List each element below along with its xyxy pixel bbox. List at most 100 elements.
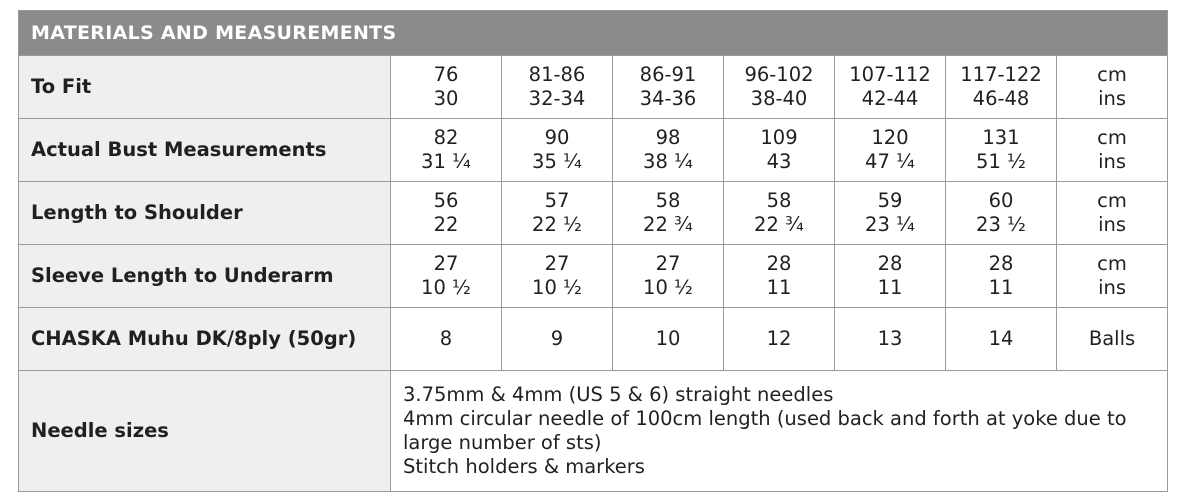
row-label: CHASKA Muhu DK/8ply (50gr) bbox=[18, 307, 391, 371]
cell-line: 109 bbox=[760, 126, 798, 149]
cell-line: 107-112 bbox=[849, 63, 931, 86]
size-cell: 96-102 38-40 bbox=[723, 55, 835, 119]
size-cell: 27 10 ½ bbox=[390, 244, 502, 308]
cell-line: 38-40 bbox=[750, 87, 808, 110]
cell-line: 57 bbox=[544, 189, 570, 212]
size-cell: 60 23 ½ bbox=[945, 181, 1057, 245]
size-cell: 86-91 34-36 bbox=[612, 55, 724, 119]
size-cell: 9 bbox=[501, 307, 613, 371]
cell-line: 22 ¾ bbox=[643, 213, 693, 236]
size-cell: 81-86 32-34 bbox=[501, 55, 613, 119]
size-cell: 131 51 ½ bbox=[945, 118, 1057, 182]
unit-cell: cm ins bbox=[1055, 118, 1169, 182]
cell-line: 27 bbox=[544, 252, 570, 275]
cell-line: 9 bbox=[550, 327, 564, 350]
size-cell: 12 bbox=[723, 307, 835, 371]
cell-line: 35 ¼ bbox=[532, 150, 582, 173]
cell-line: ins bbox=[1098, 213, 1126, 236]
cell-line: 10 ½ bbox=[421, 276, 471, 299]
cell-line: ins bbox=[1098, 276, 1126, 299]
unit-cell: cm ins bbox=[1055, 244, 1169, 308]
cell-line: 47 ¼ bbox=[865, 150, 915, 173]
size-cell: 14 bbox=[945, 307, 1057, 371]
cell-line: 131 bbox=[982, 126, 1020, 149]
cell-line: 13 bbox=[877, 327, 903, 350]
size-cell: 120 47 ¼ bbox=[834, 118, 946, 182]
size-cell: 8 bbox=[390, 307, 502, 371]
cell-line: 120 bbox=[871, 126, 909, 149]
size-cell: 56 22 bbox=[390, 181, 502, 245]
needle-list: 3.75mm & 4mm (US 5 & 6) straight needles… bbox=[389, 370, 1169, 492]
cell-line: 59 bbox=[877, 189, 903, 212]
cell-line: 31 ¼ bbox=[421, 150, 471, 173]
table-row: Length to Shoulder 56 22 57 22 ½ 58 22 ¾ 58 22 ¾… bbox=[18, 181, 1169, 245]
cell-line: 28 bbox=[766, 252, 792, 275]
size-cell: 57 22 ½ bbox=[501, 181, 613, 245]
table-row: To Fit 76 30 81-86 32-34 86-91 34-36 96-102 38-4… bbox=[18, 55, 1169, 119]
table-title: MATERIALS AND MEASUREMENTS bbox=[17, 10, 1169, 56]
cell-line: 4mm circular needle of 100cm length (use… bbox=[403, 407, 1127, 454]
cell-line: cm bbox=[1097, 126, 1127, 149]
row-label: Sleeve Length to Underarm bbox=[18, 244, 391, 308]
cell-line: 86-91 bbox=[639, 63, 697, 86]
size-cell: 27 10 ½ bbox=[612, 244, 724, 308]
cell-line: 27 bbox=[433, 252, 459, 275]
size-cell: 27 10 ½ bbox=[501, 244, 613, 308]
cell-line: 23 ½ bbox=[976, 213, 1026, 236]
cell-line: 90 bbox=[544, 126, 570, 149]
cell-line: Stitch holders & markers bbox=[403, 455, 645, 478]
size-cell: 28 11 bbox=[723, 244, 835, 308]
cell-line: 81-86 bbox=[528, 63, 586, 86]
size-cell: 82 31 ¼ bbox=[390, 118, 502, 182]
unit-cell: Balls bbox=[1055, 307, 1169, 371]
size-cell: 13 bbox=[834, 307, 946, 371]
cell-line: 28 bbox=[988, 252, 1014, 275]
cell-line: 10 ½ bbox=[532, 276, 582, 299]
table-row: Sleeve Length to Underarm 27 10 ½ 27 10 ½ 27 1… bbox=[18, 244, 1169, 308]
row-label: Actual Bust Measurements bbox=[18, 118, 391, 182]
cell-line: 43 bbox=[766, 150, 792, 173]
cell-line: 30 bbox=[433, 87, 459, 110]
size-cell: 28 11 bbox=[945, 244, 1057, 308]
cell-line: 58 bbox=[766, 189, 792, 212]
cell-line: 28 bbox=[877, 252, 903, 275]
cell-line: 58 bbox=[655, 189, 681, 212]
cell-line: 51 ½ bbox=[976, 150, 1026, 173]
cell-line: 10 bbox=[655, 327, 681, 350]
size-cell: 90 35 ¼ bbox=[501, 118, 613, 182]
cell-line: 60 bbox=[988, 189, 1014, 212]
size-cell: 28 11 bbox=[834, 244, 946, 308]
cell-line: cm bbox=[1097, 189, 1127, 212]
cell-line: 14 bbox=[988, 327, 1014, 350]
cell-line: 3.75mm & 4mm (US 5 & 6) straight needles bbox=[403, 383, 834, 406]
unit-cell: cm ins bbox=[1055, 55, 1169, 119]
cell-line: 22 ½ bbox=[532, 213, 582, 236]
cell-line: Balls bbox=[1088, 327, 1136, 350]
cell-line: cm bbox=[1097, 63, 1127, 86]
table-row: CHASKA Muhu DK/8ply (50gr) 8 9 10 12 13 14 Ball… bbox=[18, 307, 1169, 371]
cell-line: 76 bbox=[433, 63, 459, 86]
size-cell: 58 22 ¾ bbox=[723, 181, 835, 245]
cell-line: 10 ½ bbox=[643, 276, 693, 299]
cell-line: 8 bbox=[439, 327, 453, 350]
unit-cell: cm ins bbox=[1055, 181, 1169, 245]
cell-line: 12 bbox=[766, 327, 792, 350]
cell-line: 98 bbox=[655, 126, 681, 149]
row-label: Needle sizes bbox=[18, 370, 391, 492]
cell-line: 11 bbox=[988, 276, 1014, 299]
cell-line: 82 bbox=[433, 126, 459, 149]
cell-line: 27 bbox=[655, 252, 681, 275]
needle-row: Needle sizes 3.75mm & 4mm (US 5 & 6) stra… bbox=[18, 370, 1169, 492]
size-cell: 109 43 bbox=[723, 118, 835, 182]
cell-line: 11 bbox=[877, 276, 903, 299]
row-label: Length to Shoulder bbox=[18, 181, 391, 245]
cell-line: 34-36 bbox=[639, 87, 697, 110]
cell-line: 42-44 bbox=[861, 87, 919, 110]
cell-line: 56 bbox=[433, 189, 459, 212]
table-row: Actual Bust Measurements 82 31 ¼ 90 35 ¼ 98 38… bbox=[18, 118, 1169, 182]
cell-line: 38 ¼ bbox=[643, 150, 693, 173]
cell-line: 22 ¾ bbox=[754, 213, 804, 236]
size-cell: 58 22 ¾ bbox=[612, 181, 724, 245]
row-label: To Fit bbox=[18, 55, 391, 119]
